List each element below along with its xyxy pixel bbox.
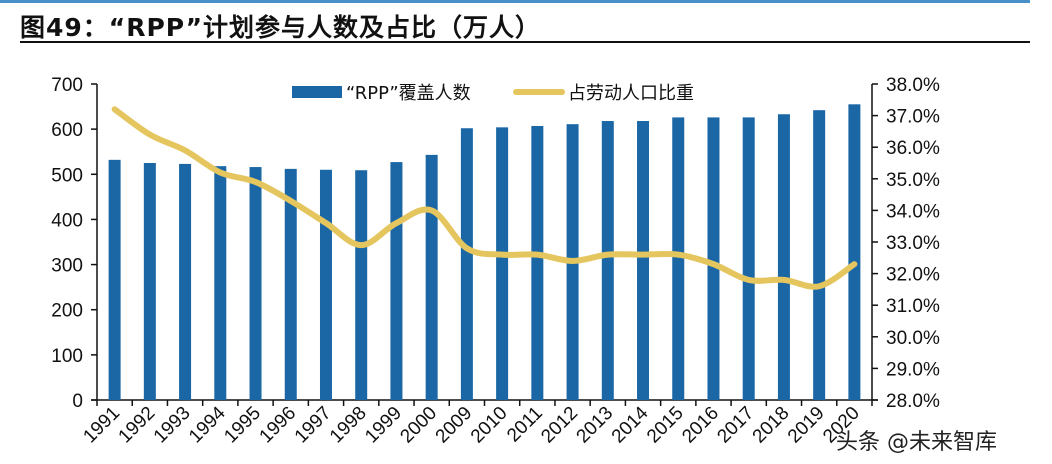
x-tick-label: 2014 [608, 402, 653, 447]
x-tick-label: 1995 [220, 403, 265, 448]
bar-2011 [531, 125, 544, 401]
x-tick-label: 1991 [79, 403, 124, 448]
x-tick-label: 2019 [784, 403, 829, 448]
left-tick-label: 600 [51, 120, 83, 141]
bar-1992 [143, 163, 156, 400]
bar-1997 [319, 169, 332, 400]
x-tick-label: 2018 [749, 403, 794, 448]
left-tick-label: 300 [51, 256, 83, 277]
bar-2015 [672, 117, 685, 401]
bar-1996 [284, 168, 297, 400]
bar-1995 [249, 167, 262, 400]
bar-2009 [460, 128, 473, 401]
x-tick-label: 2011 [503, 403, 547, 447]
left-tick-label: 200 [51, 301, 83, 322]
x-tick-label: 2013 [573, 403, 618, 448]
line-series [111, 106, 858, 290]
bar-1999 [390, 162, 403, 400]
x-tick-label: 1999 [361, 403, 406, 448]
right-tick-label: 38.0% [886, 75, 940, 96]
right-tick-label: 32.0% [886, 265, 940, 286]
bar-2014 [637, 121, 650, 400]
x-tick-label: 1998 [326, 403, 371, 448]
bar-1994 [214, 166, 227, 400]
watermark: 头条 @未来智库 [836, 430, 997, 455]
x-tick-label: 1996 [256, 403, 301, 448]
bar-2018 [777, 114, 790, 400]
right-tick-label: 37.0% [886, 107, 940, 128]
right-tick-label: 36.0% [886, 138, 940, 159]
x-tick-label: 2000 [396, 403, 441, 448]
x-tick-label: 1993 [150, 403, 195, 448]
right-tick-label: 28.0% [886, 391, 940, 412]
x-tick-label: 1997 [291, 403, 336, 448]
right-tick-label: 35.0% [886, 170, 940, 191]
figure-title: 图49：“RPP”计划参与人数及占比（万人） [20, 13, 542, 42]
right-tick-label: 31.0% [886, 296, 940, 317]
bar-1993 [179, 163, 192, 400]
title-rule [20, 41, 1030, 43]
right-tick-label: 34.0% [886, 201, 940, 222]
legend-label-bar: “RPP”覆盖人数 [346, 83, 471, 104]
bar-1991 [108, 159, 121, 400]
x-tick-label: 2016 [678, 403, 723, 448]
left-tick-label: 100 [51, 346, 83, 367]
x-tick-label: 1992 [115, 403, 160, 448]
bar-2016 [707, 117, 720, 401]
x-tick-label: 2012 [537, 403, 582, 448]
bar-2013 [601, 121, 614, 400]
bar-1998 [355, 170, 368, 400]
x-tick-label: 2015 [643, 403, 688, 448]
left-tick-label: 700 [51, 75, 83, 96]
left-tick-label: 0 [72, 391, 83, 412]
bar-2010 [496, 127, 509, 400]
x-tick-label: 2010 [467, 403, 512, 448]
left-tick-label: 400 [51, 210, 83, 231]
x-tick-label: 1994 [185, 402, 230, 447]
x-tick-label: 2009 [432, 403, 477, 448]
legend-swatch-bar [292, 86, 342, 98]
bar-2020 [848, 104, 861, 401]
right-tick-label: 30.0% [886, 328, 940, 349]
bar-2019 [813, 110, 826, 400]
bar-2000 [425, 154, 438, 400]
right-tick-label: 29.0% [886, 359, 940, 380]
legend-label-line: 占劳动人口比重 [568, 83, 694, 104]
left-tick-label: 500 [51, 165, 83, 186]
right-tick-label: 33.0% [886, 233, 940, 254]
x-tick-label: 2017 [713, 403, 758, 448]
bar-2017 [742, 117, 755, 401]
top-accent-line [0, 0, 1030, 3]
